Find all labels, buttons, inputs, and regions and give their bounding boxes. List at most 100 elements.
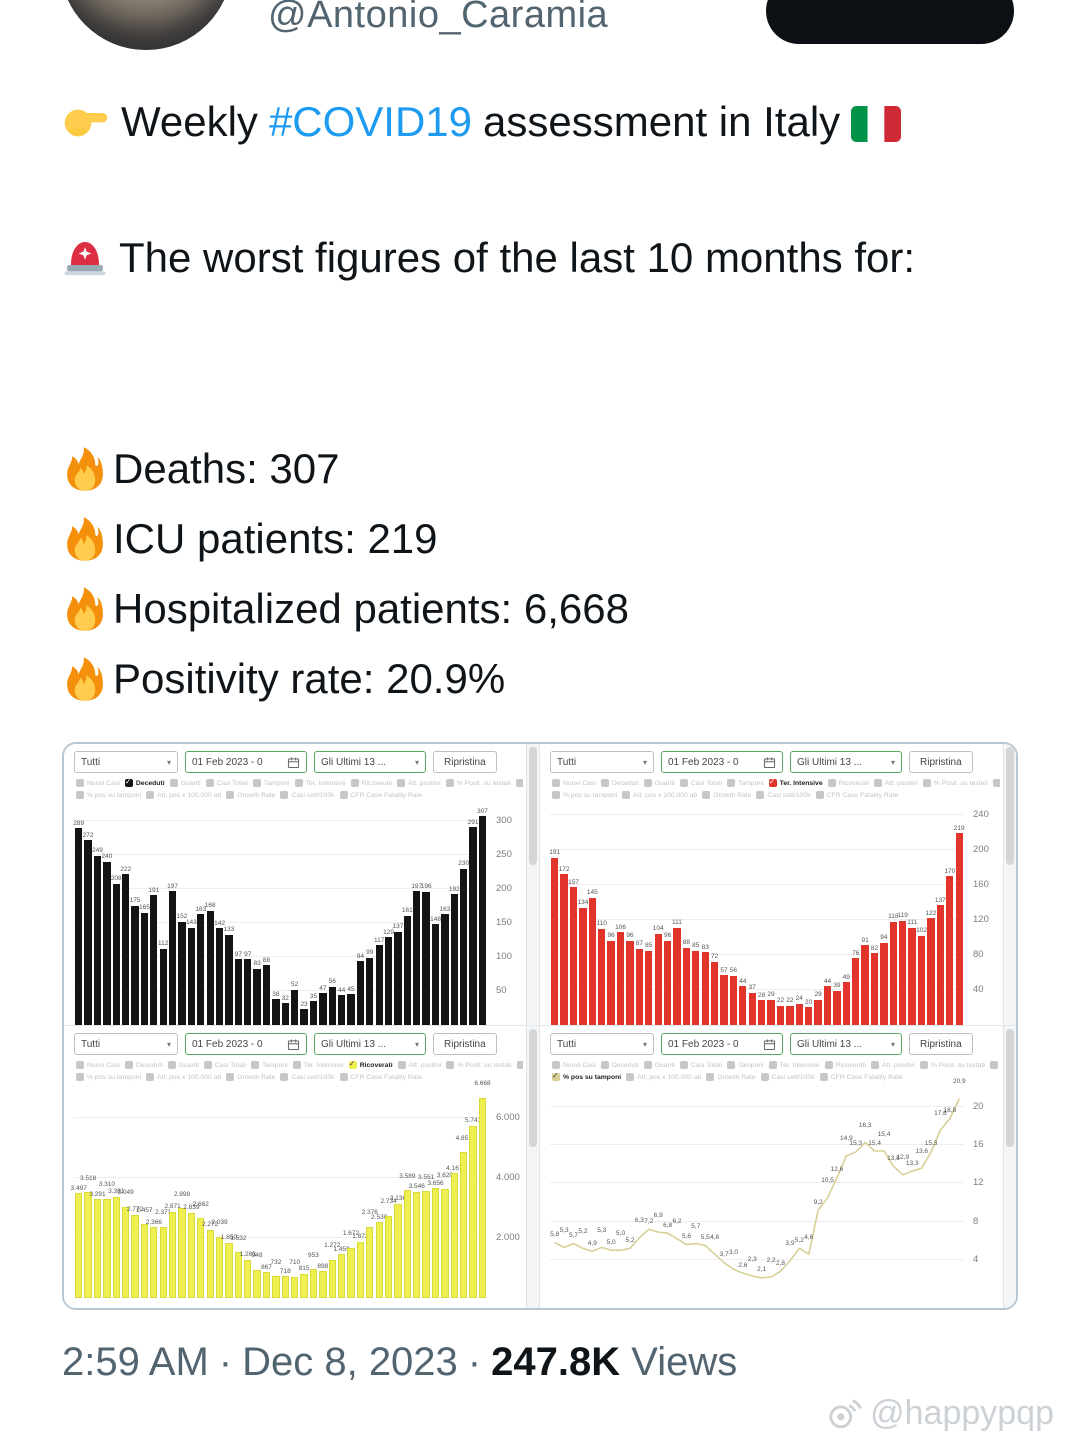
scrollbar[interactable] [1003, 744, 1016, 1025]
dataset-filter-select[interactable]: Tutti ▾ [550, 1033, 654, 1055]
legend-item-deceduti[interactable]: Deceduti [600, 779, 639, 787]
legend-checkbox[interactable] [626, 1073, 635, 1081]
legend-item-casi-totali[interactable]: Casi Totali [679, 1061, 722, 1069]
legend-item-guariti[interactable]: Guariti [169, 779, 201, 787]
legend-checkbox[interactable] [339, 1073, 348, 1081]
dataset-filter-select[interactable]: Tutti ▾ [550, 751, 654, 773]
legend-checkbox[interactable] [146, 791, 155, 799]
legend-checkbox[interactable] [702, 791, 711, 799]
period-select[interactable]: Gli Ultimi 13 ... ▾ [314, 751, 426, 773]
legend-item-tamponi[interactable]: Tamponi [252, 779, 290, 787]
legend-item--pos-su-tamponi[interactable]: % pos su tamponi [552, 791, 617, 799]
legend-item-casi-totali[interactable]: Casi Totali [205, 779, 248, 787]
legend-item--pos-su-tamponi[interactable]: % pos su tamponi [552, 1073, 621, 1081]
legend-checkbox[interactable] [250, 1061, 259, 1069]
legend-item-deceduti[interactable]: Deceduti [600, 1061, 639, 1069]
legend-checkbox[interactable] [552, 1073, 560, 1081]
legend-checkbox[interactable] [552, 791, 560, 799]
legend-item-casi-totali[interactable]: Casi Totali [203, 1061, 246, 1069]
legend-item-nuovi-casi[interactable]: Nuovi Casi [552, 1061, 596, 1069]
legend-checkbox[interactable] [350, 779, 359, 787]
legend-checkbox[interactable] [146, 1073, 155, 1081]
legend-item-att-positivi[interactable]: Att. positivi [396, 779, 441, 787]
legend-checkbox[interactable] [348, 1061, 357, 1069]
dataset-filter-select[interactable]: Tutti ▾ [74, 751, 178, 773]
legend-checkbox[interactable] [76, 779, 84, 787]
legend-checkbox[interactable] [922, 779, 931, 787]
legend-item-att-positivi[interactable]: Att. positivi [873, 779, 918, 787]
period-select[interactable]: Gli Ultimi 13 ... ▾ [314, 1033, 426, 1055]
legend-checkbox[interactable] [827, 779, 836, 787]
legend-item--posit-su-testati[interactable]: % Posit. su testati [922, 779, 988, 787]
legend-item-casi-sett-100k[interactable]: Casi sett/100k [280, 791, 335, 799]
legend-checkbox[interactable] [515, 779, 523, 787]
legend-checkbox[interactable] [396, 779, 405, 787]
legend-item--pos-su-tamponi[interactable]: % pos su tamponi [76, 791, 141, 799]
legend-item-ricoverati[interactable]: Ricoverati [350, 779, 392, 787]
legend-checkbox[interactable] [280, 791, 289, 799]
legend-item-cfr-case-fatality-rate[interactable]: CFR Case Fatality Rate [339, 791, 422, 799]
legend-item-cfr-case-fatality-rate[interactable]: CFR Case Fatality Rate [819, 1073, 902, 1081]
legend-checkbox[interactable] [516, 1061, 523, 1069]
period-select[interactable]: Gli Ultimi 13 ... ▾ [790, 1033, 902, 1055]
date-range-picker[interactable]: 01 Feb 2023 - 0 [185, 1033, 307, 1055]
legend-checkbox[interactable] [600, 779, 609, 787]
period-select[interactable]: Gli Ultimi 13 ... ▾ [790, 751, 902, 773]
legend-item-growth-rate[interactable]: Growth Rate [702, 791, 751, 799]
date-range-picker[interactable]: 01 Feb 2023 - 0 [661, 1033, 783, 1055]
legend-checkbox[interactable] [873, 779, 882, 787]
legend-item--posit-su-testati[interactable]: % Posit. su testati [919, 1061, 985, 1069]
legend-item-att-pos-x-100-000-ab[interactable]: Att. pos x 100.000 ab [146, 1073, 221, 1081]
legend-checkbox[interactable] [768, 1061, 777, 1069]
legend-checkbox[interactable] [679, 1061, 688, 1069]
reset-button[interactable]: Ripristina [433, 751, 497, 773]
legend-item-ter-intensive[interactable]: Ter. Intensive [292, 1061, 344, 1069]
legend-item-tamponi[interactable]: Tamponi [726, 1061, 764, 1069]
legend-checkbox[interactable] [643, 779, 652, 787]
legend-item-guariti[interactable]: Guariti [643, 1061, 675, 1069]
legend-item-growth-rate[interactable]: Growth Rate [226, 1073, 275, 1081]
legend-checkbox[interactable] [726, 779, 735, 787]
reset-button[interactable]: Ripristina [909, 1033, 973, 1055]
reset-button[interactable]: Ripristina [909, 751, 973, 773]
legend-item-guariti[interactable]: Guariti [167, 1061, 199, 1069]
legend-item-casi-giorn-x-100k[interactable]: Casi giorn. x 100k [992, 779, 1000, 787]
legend-item-deceduti[interactable]: Deceduti [124, 779, 165, 787]
legend-checkbox[interactable] [600, 1061, 609, 1069]
reset-button[interactable]: Ripristina [433, 1033, 497, 1055]
legend-checkbox[interactable] [552, 779, 560, 787]
legend-checkbox[interactable] [768, 779, 777, 787]
legend-checkbox[interactable] [292, 1061, 301, 1069]
legend-item-casi-totali[interactable]: Casi Totali [679, 779, 722, 787]
legend-checkbox[interactable] [552, 1061, 560, 1069]
legend-checkbox[interactable] [989, 1061, 998, 1069]
legend-item-cfr-case-fatality-rate[interactable]: CFR Case Fatality Rate [815, 791, 898, 799]
legend-item-nuovi-casi[interactable]: Nuovi Casi [76, 779, 120, 787]
legend-checkbox[interactable] [643, 1061, 652, 1069]
legend-item-att-pos-x-100-000-ab[interactable]: Att. pos x 100.000 ab [626, 1073, 701, 1081]
legend-checkbox[interactable] [167, 1061, 176, 1069]
legend-item-att-pos-x-100-000-ab[interactable]: Att. pos x 100.000 ab [146, 791, 221, 799]
legend-item-ricoverati[interactable]: Ricoverati [827, 779, 869, 787]
legend-checkbox[interactable] [622, 791, 631, 799]
legend-checkbox[interactable] [819, 1073, 828, 1081]
legend-checkbox[interactable] [446, 1061, 455, 1069]
legend-item-nuovi-casi[interactable]: Nuovi Casi [76, 1061, 120, 1069]
legend-checkbox[interactable] [226, 1073, 235, 1081]
legend-checkbox[interactable] [124, 1061, 133, 1069]
legend-item--pos-su-tamponi[interactable]: % pos su tamponi [76, 1073, 141, 1081]
legend-item-guariti[interactable]: Guariti [643, 779, 675, 787]
legend-item-ricoverati[interactable]: Ricoverati [348, 1061, 393, 1069]
legend-item-ter-intensive[interactable]: Ter. Intensive [294, 779, 346, 787]
legend-item-ter-intensive[interactable]: Ter. Intensive [768, 779, 823, 787]
legend-checkbox[interactable] [397, 1061, 406, 1069]
avatar[interactable] [60, 0, 232, 50]
legend-item-ter-intensive[interactable]: Ter. Intensive [768, 1061, 820, 1069]
legend-item--posit-su-testati[interactable]: % Posit. su testati [446, 1061, 512, 1069]
legend-item--posit-su-testati[interactable]: % Posit. su testati [445, 779, 511, 787]
legend-item-att-positivi[interactable]: Att. positivi [870, 1061, 915, 1069]
legend-checkbox[interactable] [445, 779, 454, 787]
legend-checkbox[interactable] [252, 779, 261, 787]
scrollbar[interactable] [526, 1026, 539, 1308]
legend-item-cfr-case-fatality-rate[interactable]: CFR Case Fatality Rate [339, 1073, 422, 1081]
